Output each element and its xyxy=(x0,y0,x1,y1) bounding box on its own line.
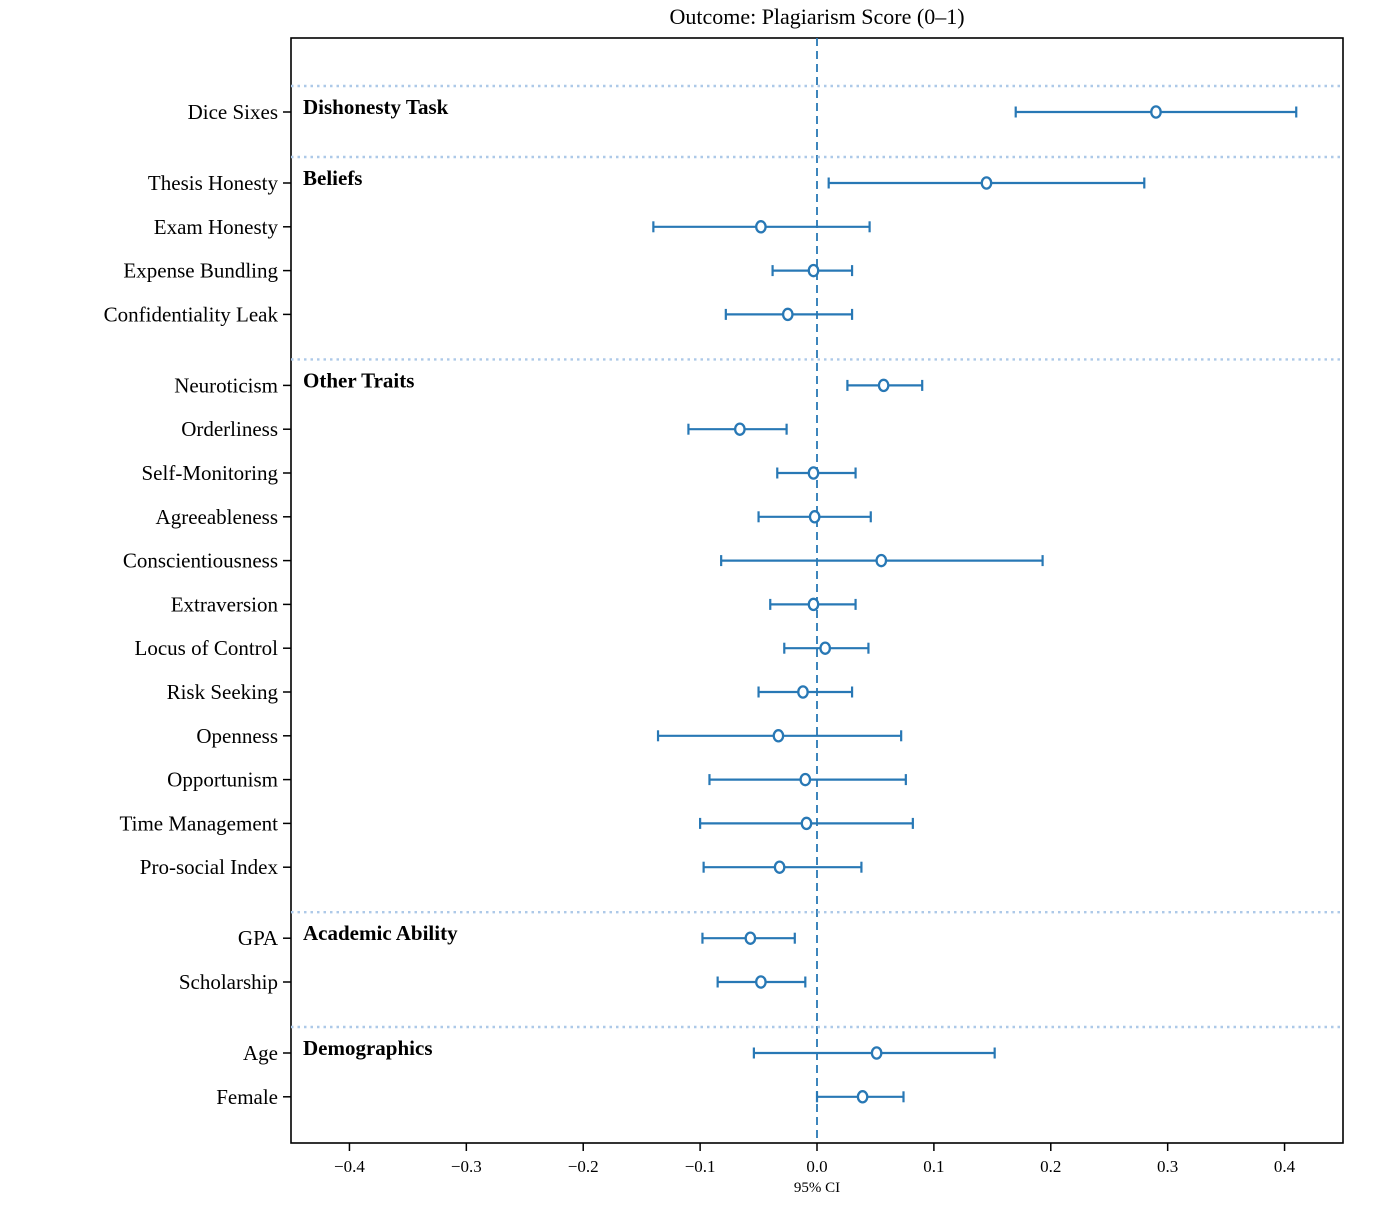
estimate-marker xyxy=(877,378,890,393)
x-tick-label: 0.3 xyxy=(1157,1157,1178,1176)
estimate-marker xyxy=(856,1090,869,1104)
estimate-marker xyxy=(773,860,786,874)
row-label: Thesis Honesty xyxy=(148,171,279,195)
x-tick-label: 0.1 xyxy=(923,1157,944,1176)
row-label: Openness xyxy=(196,724,278,748)
estimate-marker xyxy=(875,553,888,568)
estimate-marker xyxy=(800,816,813,831)
row-label: Age xyxy=(243,1041,278,1065)
x-tick-label: 0.2 xyxy=(1040,1157,1061,1176)
row-label: Risk Seeking xyxy=(167,680,279,704)
estimate-marker xyxy=(797,685,809,699)
estimate-marker xyxy=(799,772,812,787)
row-label: Dice Sixes xyxy=(188,100,278,124)
x-tick-label: −0.4 xyxy=(334,1157,365,1176)
row-label: Exam Honesty xyxy=(154,215,279,239)
row-label: GPA xyxy=(238,926,279,950)
section-header: Dishonesty Task xyxy=(303,95,449,119)
estimate-marker xyxy=(755,220,767,234)
row-label: Agreeableness xyxy=(156,505,278,529)
row-label: Locus of Control xyxy=(135,636,279,660)
x-tick-label: −0.1 xyxy=(685,1157,716,1176)
row-label: Self-Monitoring xyxy=(142,461,279,485)
estimate-marker xyxy=(1150,105,1162,119)
section-header: Academic Ability xyxy=(303,921,458,945)
estimate-marker xyxy=(819,641,832,655)
section-header: Other Traits xyxy=(303,368,414,392)
row-label: Confidentiality Leak xyxy=(104,302,279,326)
row-label: Conscientiousness xyxy=(123,549,278,573)
estimate-marker xyxy=(807,466,820,480)
x-axis-label: 95% CI xyxy=(793,1180,841,1196)
row-label: Opportunism xyxy=(167,768,278,792)
section-header: Beliefs xyxy=(303,166,362,190)
x-tick-label: 0.0 xyxy=(806,1157,827,1176)
x-tick-label: −0.3 xyxy=(451,1157,482,1176)
row-label: Extraversion xyxy=(171,592,279,616)
estimate-marker xyxy=(980,176,993,190)
estimate-marker xyxy=(781,307,794,322)
estimate-marker xyxy=(734,422,746,436)
row-label: Expense Bundling xyxy=(123,259,278,283)
row-label: Neuroticism xyxy=(174,373,278,397)
estimate-marker xyxy=(807,597,820,612)
row-label: Female xyxy=(216,1085,278,1109)
chart-title: Outcome: Plagiarism Score (0–1) xyxy=(669,4,965,29)
x-tick-label: −0.2 xyxy=(568,1157,599,1176)
estimate-marker xyxy=(744,931,757,945)
estimate-marker xyxy=(808,510,821,524)
row-label: Scholarship xyxy=(179,970,278,994)
estimate-marker xyxy=(807,263,820,278)
estimate-marker xyxy=(755,975,767,989)
row-label: Time Management xyxy=(120,811,279,835)
section-header: Demographics xyxy=(303,1036,433,1060)
estimate-marker xyxy=(772,729,785,743)
row-label: Pro-social Index xyxy=(140,855,279,879)
estimate-marker xyxy=(870,1046,883,1060)
x-tick-label: 0.4 xyxy=(1274,1157,1296,1176)
row-label: Orderliness xyxy=(181,417,278,441)
